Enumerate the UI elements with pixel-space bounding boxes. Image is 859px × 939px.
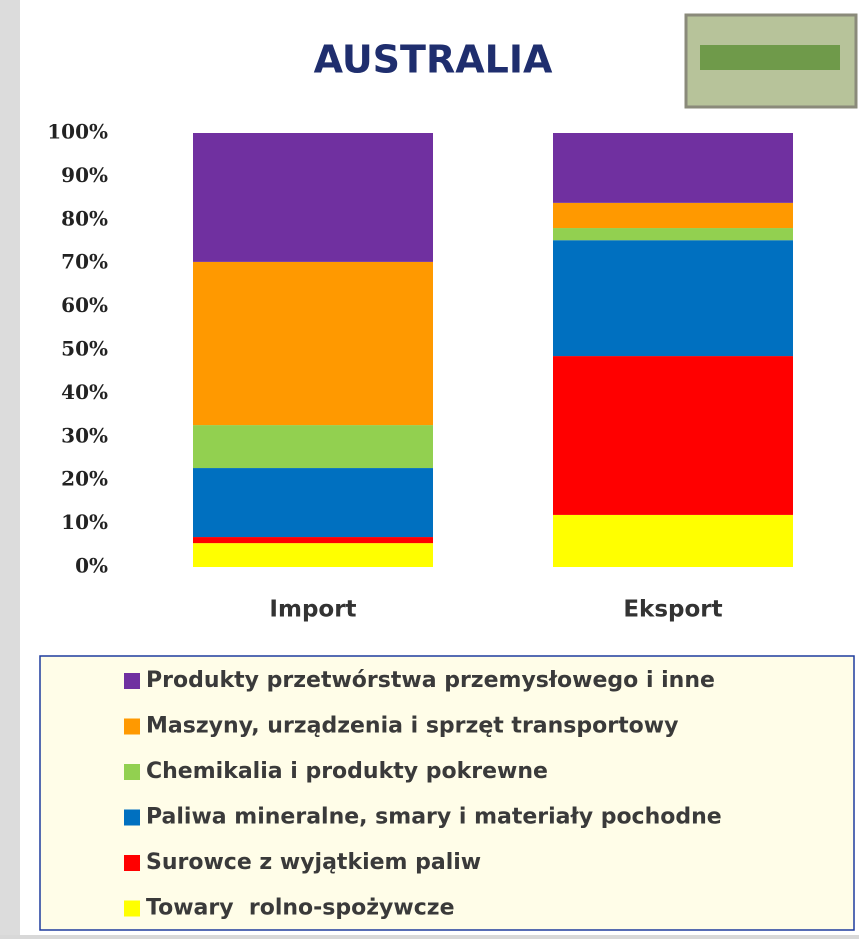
bar-segment: [553, 240, 793, 356]
chart: AUSTRALIA 0% 10% 20% 30% 40% 50% 60% 70% 80% 90% 1…: [0, 0, 859, 935]
legend-box: [40, 656, 854, 930]
legend-label: Maszyny, urządzenia i sprzęt transportow…: [146, 714, 678, 739]
legend-swatch: [124, 810, 140, 826]
x-tick-label: Eksport: [623, 597, 722, 623]
bar-segment: [193, 468, 433, 537]
legend-label: Towary rolno-spożywcze: [146, 896, 454, 921]
legend-label: Paliwa mineralne, smary i materiały poch…: [146, 805, 722, 830]
bar-segment: [553, 356, 793, 515]
legend-label: Produkty przetwórstwa przemysłowego i in…: [146, 668, 715, 693]
chart-title: AUSTRALIA: [314, 38, 553, 82]
y-tick-label: 100%: [47, 120, 108, 144]
bar-segment: [553, 133, 793, 203]
bar-segment: [193, 133, 433, 262]
legend-swatch: [124, 673, 140, 689]
y-tick-label: 10%: [61, 510, 108, 534]
bar-segment: [193, 262, 433, 425]
page: AUSTRALIA 0% 10% 20% 30% 40% 50% 60% 70% 80% 90% 1…: [0, 0, 859, 935]
y-tick-label: 50%: [61, 337, 108, 361]
y-tick-label: 70%: [61, 250, 108, 274]
legend-label: Surowce z wyjątkiem paliw: [146, 850, 481, 875]
bar-segment: [193, 543, 433, 567]
bar-segment: [193, 425, 433, 468]
logo-field: [700, 45, 840, 70]
y-tick-label: 80%: [61, 206, 108, 230]
bar-segment: [553, 515, 793, 567]
bar-segment: [193, 537, 433, 543]
bar-segment: [553, 228, 793, 240]
y-tick-label: 40%: [61, 380, 108, 404]
y-tick-label: 60%: [61, 293, 108, 317]
legend-swatch: [124, 855, 140, 871]
bar-segment: [553, 203, 793, 228]
y-tick-label: 30%: [61, 423, 108, 447]
x-tick-label: Import: [269, 597, 356, 623]
y-tick-label: 0%: [75, 554, 108, 578]
legend-swatch: [124, 764, 140, 780]
y-tick-label: 20%: [61, 467, 108, 491]
legend-swatch: [124, 719, 140, 735]
legend-swatch: [124, 901, 140, 917]
y-tick-label: 90%: [61, 163, 108, 187]
legend-label: Chemikalia i produkty pokrewne: [146, 759, 548, 784]
